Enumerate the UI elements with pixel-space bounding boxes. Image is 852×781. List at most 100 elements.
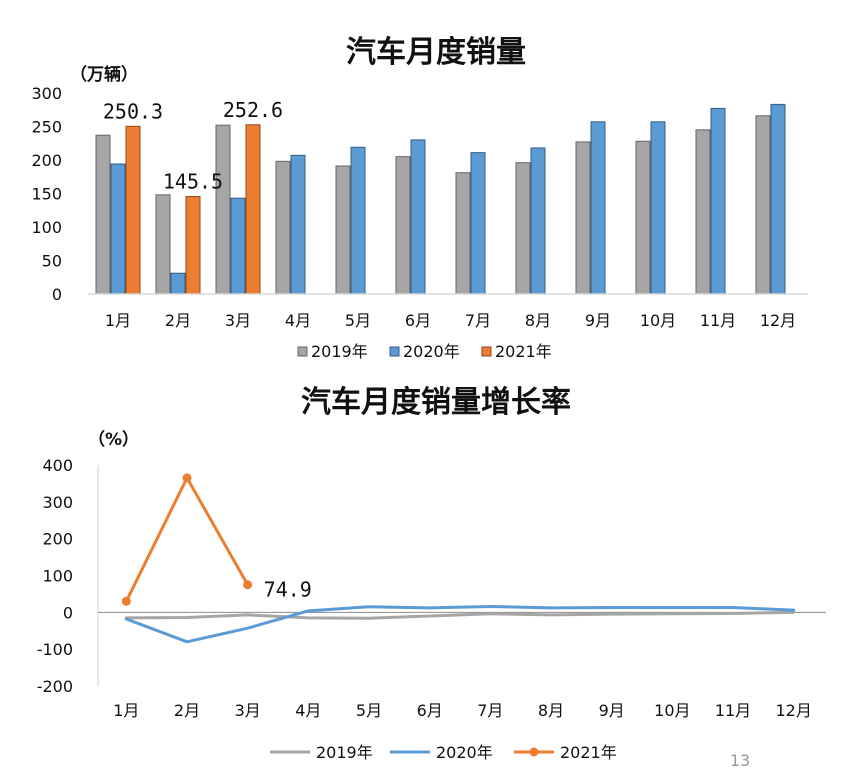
x-tick-label: 2月 [165, 311, 191, 330]
y-tick-label: 0 [52, 285, 62, 304]
point-marker [121, 596, 131, 606]
data-label: 74.9 [264, 578, 312, 602]
x-tick-label: 12月 [775, 701, 811, 720]
growth-line-chart: 汽车月度销量增长率 （%） -200 -100 0 100 200 300 400 1月 2月… [37, 385, 826, 762]
legend-marker [529, 747, 539, 757]
y-tick-label: 200 [31, 151, 62, 170]
x-axis-categories: 1月 2月 3月 4月 5月 6月 7月 8月 9月 10月 11月 12月 [105, 311, 796, 330]
x-tick-label: 2月 [174, 701, 200, 720]
bar-2019年-5月 [335, 165, 351, 295]
line-series-2021年 [124, 476, 250, 603]
legend-swatch [297, 346, 308, 357]
bar-2019年-11月 [695, 129, 711, 295]
y-axis-unit-label: （%） [88, 429, 139, 450]
bar-2019年-3月 [215, 124, 231, 295]
bar-2021年-1月 [125, 125, 141, 295]
bar-2020年-9月 [590, 121, 606, 295]
bar-2020年-3月 [230, 197, 246, 295]
bar-2020年-5月 [350, 146, 366, 295]
bar-2019年-7月 [455, 172, 471, 295]
x-tick-label: 4月 [285, 311, 311, 330]
line-series-2019年 [124, 610, 796, 620]
legend-label: 2019年 [311, 342, 368, 361]
x-tick-label: 7月 [465, 311, 491, 330]
x-tick-label: 10月 [640, 311, 676, 330]
sales-bar-chart: 汽车月度销量 （万辆） 0 50 100 150 200 250 300 1月 2月 3月 4月 5… [31, 35, 808, 361]
y-tick-label: 100 [42, 567, 73, 586]
x-tick-label: 8月 [538, 701, 564, 720]
point-marker [182, 473, 192, 483]
bar-2019年-6月 [395, 156, 411, 295]
bar-2019年-9月 [575, 141, 591, 295]
y-tick-label: 250 [31, 118, 62, 137]
chart-title: 汽车月度销量 [346, 35, 526, 70]
x-tick-label: 6月 [405, 311, 431, 330]
bar-2019年-12月 [755, 115, 771, 295]
x-tick-label: 4月 [295, 701, 321, 720]
y-tick-label: 400 [42, 456, 73, 475]
bar-2020年-7月 [470, 152, 486, 295]
bar-2020年-2月 [170, 272, 186, 295]
bar-2019年-8月 [515, 162, 531, 295]
x-tick-label: 11月 [715, 701, 751, 720]
bar-series-group [95, 103, 786, 295]
legend-label: 2021年 [560, 743, 617, 762]
x-tick-label: 1月 [105, 311, 131, 330]
data-label: 252.6 [223, 98, 283, 122]
x-tick-label: 12月 [760, 311, 796, 330]
y-tick-label: 150 [31, 185, 62, 204]
y-axis-unit-label: （万辆） [70, 64, 138, 85]
x-tick-label: 7月 [477, 701, 503, 720]
bar-2019年-4月 [275, 160, 291, 295]
legend-label: 2020年 [436, 743, 493, 762]
bar-2020年-10月 [650, 121, 666, 295]
y-tick-label: 300 [31, 84, 62, 103]
bar-2020年-8月 [530, 147, 546, 295]
y-axis-ticks: 0 50 100 150 200 250 300 [31, 84, 62, 304]
data-labels: 250.3 145.5 252.6 [103, 98, 283, 194]
y-tick-label: 100 [31, 218, 62, 237]
x-tick-label: 8月 [525, 311, 551, 330]
y-tick-label: 0 [63, 603, 73, 622]
legend-swatch [481, 346, 492, 357]
data-labels: 74.9 [264, 578, 312, 602]
legend-label: 2020年 [403, 342, 460, 361]
x-tick-label: 3月 [235, 701, 261, 720]
legend: 2019年 2020年 2021年 [270, 743, 617, 762]
chart-title: 汽车月度销量增长率 [301, 385, 571, 420]
legend-label: 2019年 [316, 743, 373, 762]
bar-2020年-6月 [410, 139, 426, 295]
line-series-2020年 [124, 604, 796, 644]
bar-2020年-11月 [710, 107, 726, 295]
point-marker [243, 580, 253, 590]
x-tick-label: 9月 [599, 701, 625, 720]
legend-label: 2021年 [495, 342, 552, 361]
page-number: 13 [730, 751, 750, 770]
x-tick-label: 3月 [225, 311, 251, 330]
x-tick-label: 5月 [345, 311, 371, 330]
y-tick-label: 50 [42, 252, 62, 271]
bar-2020年-12月 [770, 103, 786, 295]
bar-2021年-2月 [185, 196, 201, 295]
line-series-group [121, 473, 796, 644]
y-tick-label: -100 [37, 640, 73, 659]
x-tick-label: 10月 [654, 701, 690, 720]
legend-swatch [389, 346, 400, 357]
y-tick-label: 300 [42, 493, 73, 512]
x-tick-label: 1月 [113, 701, 139, 720]
bar-2020年-4月 [290, 154, 306, 295]
legend: 2019年 2020年 2021年 [297, 342, 552, 361]
bar-2020年-1月 [110, 163, 126, 295]
x-axis-categories: 1月 2月 3月 4月 5月 6月 7月 8月 9月 10月 11月 12月 [113, 701, 812, 720]
bar-2021年-3月 [245, 124, 261, 295]
y-tick-label: 200 [42, 530, 73, 549]
x-tick-label: 9月 [585, 311, 611, 330]
x-tick-label: 11月 [700, 311, 736, 330]
data-label: 145.5 [163, 170, 223, 194]
bar-2019年-2月 [155, 194, 171, 295]
x-tick-label: 5月 [356, 701, 382, 720]
bar-2019年-1月 [95, 134, 111, 295]
bar-2019年-10月 [635, 140, 651, 295]
data-label: 250.3 [103, 99, 163, 123]
